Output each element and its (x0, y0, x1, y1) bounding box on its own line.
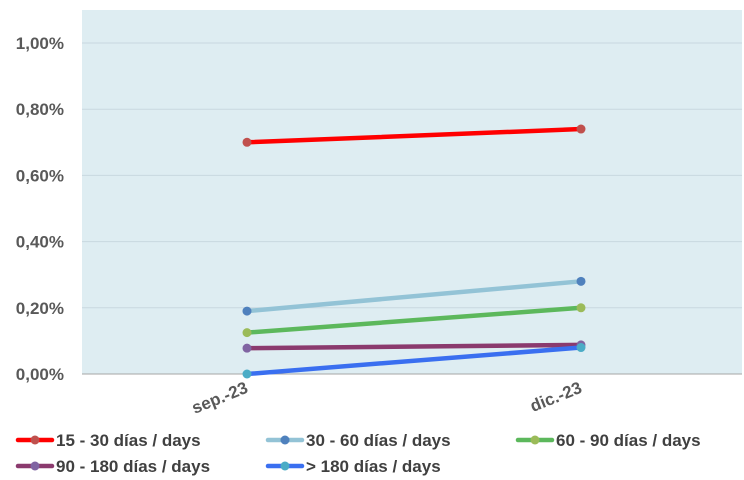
series-4 (242, 343, 586, 379)
legend-label: 30 - 60 días / days (306, 431, 451, 450)
series-line (244, 345, 584, 377)
series-line (244, 342, 584, 351)
legend-marker (30, 435, 40, 445)
data-point (576, 276, 586, 286)
legend-item: > 180 días / days (265, 457, 441, 476)
data-point (576, 343, 586, 353)
legend-label: > 180 días / days (306, 457, 441, 476)
series-1 (242, 276, 586, 316)
legend-label: 60 - 90 días / days (556, 431, 701, 450)
plot-area (82, 10, 742, 374)
y-tick-label: 0,60% (16, 166, 64, 185)
legend-marker (530, 435, 540, 445)
legend: 15 - 30 días / days 30 - 60 días / days 60… (15, 431, 701, 476)
series-line (244, 126, 584, 145)
legend-marker (280, 435, 290, 445)
y-tick-label: 0,20% (16, 299, 64, 318)
data-point (242, 369, 252, 379)
legend-marker (280, 461, 290, 471)
series-line (244, 305, 584, 335)
y-tick-label: 0,40% (16, 233, 64, 252)
y-tick-label: 0,80% (16, 100, 64, 119)
data-point (242, 343, 252, 353)
series-lines (242, 124, 586, 379)
y-tick-label: 1,00% (16, 34, 64, 53)
legend-item: 30 - 60 días / days (265, 431, 451, 450)
x-tick-label: sep.-23 (189, 378, 250, 418)
data-point (576, 303, 586, 313)
data-point (576, 124, 586, 134)
data-point (242, 137, 252, 147)
x-tick-label: dic.-23 (527, 378, 584, 416)
legend-item: 60 - 90 días / days (515, 431, 701, 450)
legend-item: 15 - 30 días / days (15, 431, 201, 450)
legend-label: 90 - 180 días / days (56, 457, 210, 476)
x-axis-tick-labels: sep.-23 dic.-23 (189, 378, 584, 418)
legend-marker (30, 461, 40, 471)
data-point (242, 306, 252, 316)
y-axis-tick-labels: 0,00% 0,20% 0,40% 0,60% 0,80% 1,00% (16, 34, 64, 384)
series-0 (242, 124, 586, 147)
legend-item: 90 - 180 días / days (15, 457, 210, 476)
series-line (244, 279, 584, 314)
legend-label: 15 - 30 días / days (56, 431, 201, 450)
y-tick-label: 0,00% (16, 365, 64, 384)
series-2 (242, 303, 586, 338)
gridlines (82, 42, 742, 375)
data-point (242, 328, 252, 338)
